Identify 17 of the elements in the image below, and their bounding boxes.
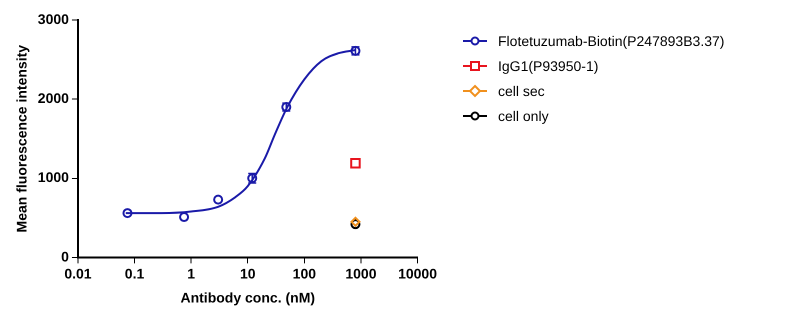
y-tick-label: 1000 xyxy=(38,169,70,186)
legend-label: cell sec xyxy=(498,82,545,98)
legend-label: cell only xyxy=(498,108,549,124)
y-tick-label: 2000 xyxy=(38,90,70,106)
x-axis-title: Antibody conc. (nM) xyxy=(180,289,316,306)
x-tick-label: 10000 xyxy=(398,266,438,282)
x-tick-label: 1000 xyxy=(345,266,377,282)
y-tick-label: 0 xyxy=(61,248,70,264)
x-tick-label: 1 xyxy=(187,266,196,282)
y-axis-title: Mean fluorescence intensity xyxy=(13,44,30,232)
x-tick-label: 0.1 xyxy=(124,266,144,282)
x-tick-label: 0.01 xyxy=(64,266,92,282)
x-tick-label: 10 xyxy=(240,266,256,282)
x-tick-label: 100 xyxy=(292,266,316,282)
y-tick-label: 3000 xyxy=(38,10,70,27)
legend-label: IgG1(P93950-1) xyxy=(498,58,598,74)
legend-label: Flotetuzumab-Biotin(P247893B3.37) xyxy=(498,32,724,48)
